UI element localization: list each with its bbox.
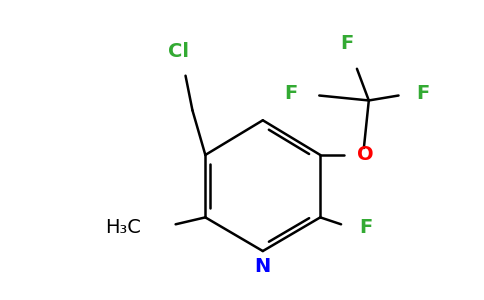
Text: O: O xyxy=(357,146,374,164)
Text: F: F xyxy=(416,84,430,103)
Text: N: N xyxy=(255,257,271,276)
Text: F: F xyxy=(340,34,354,53)
Text: F: F xyxy=(284,84,298,103)
Text: F: F xyxy=(359,218,372,237)
Text: H₃C: H₃C xyxy=(105,218,141,237)
Text: Cl: Cl xyxy=(168,42,189,61)
